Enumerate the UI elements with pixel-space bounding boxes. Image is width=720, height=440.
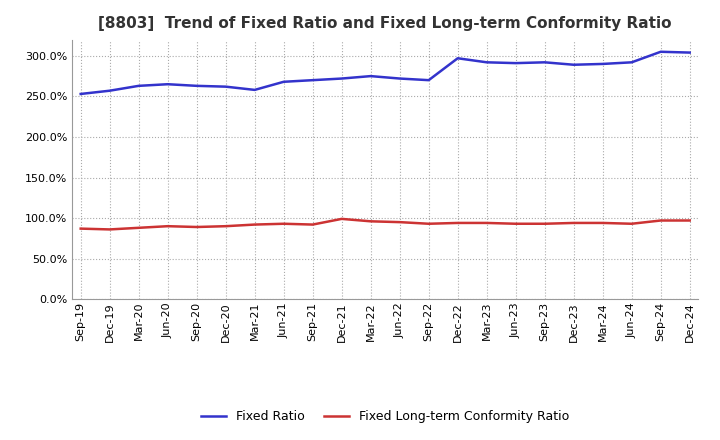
Fixed Ratio [627,60,636,65]
Fixed Long-term Conformity Ratio [135,225,143,231]
Fixed Long-term Conformity Ratio [192,224,201,230]
Fixed Ratio [163,81,172,87]
Legend: Fixed Ratio, Fixed Long-term Conformity Ratio: Fixed Ratio, Fixed Long-term Conformity … [197,405,574,428]
Fixed Ratio [76,92,85,97]
Line: Fixed Long-term Conformity Ratio: Fixed Long-term Conformity Ratio [81,219,690,229]
Fixed Long-term Conformity Ratio [627,221,636,227]
Fixed Ratio [454,55,462,61]
Fixed Ratio [366,73,375,79]
Fixed Ratio [251,87,259,92]
Fixed Ratio [482,60,491,65]
Fixed Ratio [570,62,578,67]
Fixed Long-term Conformity Ratio [105,227,114,232]
Fixed Long-term Conformity Ratio [541,221,549,227]
Fixed Long-term Conformity Ratio [570,220,578,226]
Fixed Long-term Conformity Ratio [657,218,665,223]
Fixed Long-term Conformity Ratio [511,221,520,227]
Fixed Long-term Conformity Ratio [454,220,462,226]
Fixed Ratio [192,83,201,88]
Fixed Ratio [657,49,665,55]
Fixed Ratio [338,76,346,81]
Fixed Long-term Conformity Ratio [685,218,694,223]
Fixed Long-term Conformity Ratio [482,220,491,226]
Fixed Long-term Conformity Ratio [308,222,317,227]
Fixed Long-term Conformity Ratio [598,220,607,226]
Fixed Ratio [279,79,288,84]
Fixed Long-term Conformity Ratio [279,221,288,227]
Fixed Ratio [511,60,520,66]
Fixed Ratio [221,84,230,89]
Fixed Long-term Conformity Ratio [338,216,346,221]
Line: Fixed Ratio: Fixed Ratio [81,52,690,94]
Fixed Long-term Conformity Ratio [366,219,375,224]
Fixed Long-term Conformity Ratio [395,220,404,225]
Fixed Long-term Conformity Ratio [163,224,172,229]
Fixed Ratio [541,60,549,65]
Fixed Long-term Conformity Ratio [221,224,230,229]
Fixed Ratio [424,77,433,83]
Fixed Ratio [135,83,143,88]
Fixed Ratio [598,61,607,66]
Fixed Ratio [685,50,694,55]
Fixed Ratio [395,76,404,81]
Fixed Ratio [105,88,114,93]
Fixed Long-term Conformity Ratio [76,226,85,231]
Fixed Long-term Conformity Ratio [424,221,433,227]
Fixed Ratio [308,77,317,83]
Fixed Long-term Conformity Ratio [251,222,259,227]
Title: [8803]  Trend of Fixed Ratio and Fixed Long-term Conformity Ratio: [8803] Trend of Fixed Ratio and Fixed Lo… [99,16,672,32]
